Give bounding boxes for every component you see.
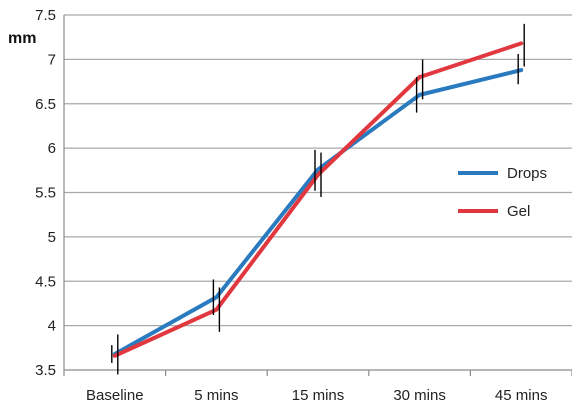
x-tick-label: 30 mins bbox=[393, 387, 446, 404]
x-tick-label: 5 mins bbox=[194, 387, 238, 404]
y-tick-label: 5 bbox=[48, 229, 56, 246]
y-axis-label: mm bbox=[8, 30, 36, 47]
y-tick-label: 7.5 bbox=[35, 7, 56, 24]
y-tick-label: 7 bbox=[48, 51, 56, 68]
x-tick-label: 15 mins bbox=[292, 387, 345, 404]
y-tick-label: 4.5 bbox=[35, 273, 56, 290]
x-tick-label: Baseline bbox=[86, 387, 144, 404]
axes bbox=[63, 15, 572, 376]
y-tick-labels: 3.5 4 4.5 5 5.5 6 6.5 7 7.5 bbox=[35, 7, 56, 379]
y-tick-label: 5.5 bbox=[35, 185, 56, 202]
x-tick-label: 45 mins bbox=[495, 387, 548, 404]
legend: Drops Gel bbox=[458, 165, 547, 220]
x-tick-labels: Baseline 5 mins 15 mins 30 mins 45 mins bbox=[86, 387, 547, 404]
series-lines bbox=[112, 41, 524, 358]
y-tick-label: 3.5 bbox=[35, 362, 56, 379]
series-line-drops bbox=[112, 68, 524, 357]
y-tick-label: 6 bbox=[48, 140, 56, 157]
y-tick-label: 6.5 bbox=[35, 96, 56, 113]
y-tick-label: 4 bbox=[48, 318, 56, 335]
gridlines bbox=[64, 14, 572, 327]
series-line-gel bbox=[112, 41, 524, 358]
error-bars bbox=[111, 23, 525, 375]
legend-label-gel: Gel bbox=[507, 203, 530, 220]
legend-label-drops: Drops bbox=[507, 165, 547, 182]
